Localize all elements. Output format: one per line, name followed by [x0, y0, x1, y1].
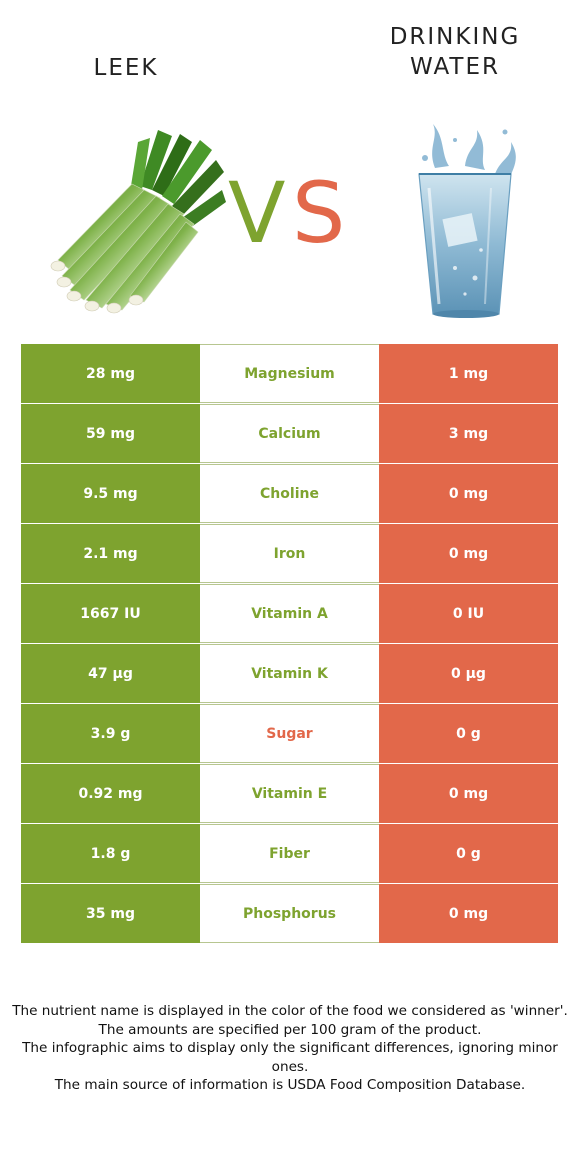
- right-food-value: 0 IU: [379, 584, 558, 643]
- left-food-value: 1667 IU: [21, 584, 200, 643]
- nutrient-name: Sugar: [200, 704, 379, 763]
- table-row: 1.8 g Fiber 0 g: [21, 824, 558, 883]
- left-food-value: 28 mg: [21, 344, 200, 403]
- leek-icon: [50, 130, 226, 314]
- right-food-value: 0 g: [379, 824, 558, 883]
- vs-letter-s: S: [292, 164, 346, 262]
- nutrient-name: Iron: [200, 524, 379, 583]
- right-food-value: 0 mg: [379, 884, 558, 943]
- left-food-value: 3.9 g: [21, 704, 200, 763]
- footnote: The nutrient name is displayed in the co…: [10, 1002, 570, 1095]
- table-row: 9.5 mg Choline 0 mg: [21, 464, 558, 523]
- nutrient-name: Fiber: [200, 824, 379, 883]
- glass-of-water-icon: [418, 124, 516, 318]
- right-food-value: 3 mg: [379, 404, 558, 463]
- left-food-value: 0.92 mg: [21, 764, 200, 823]
- right-food-title: DRINKING WATER: [360, 22, 550, 82]
- nutrient-name: Calcium: [200, 404, 379, 463]
- nutrient-name: Phosphorus: [200, 884, 379, 943]
- left-food-value: 47 µg: [21, 644, 200, 703]
- right-food-value: 0 g: [379, 704, 558, 763]
- footnote-line-aim: The infographic aims to display only the…: [22, 1040, 558, 1075]
- right-food-value: 1 mg: [379, 344, 558, 403]
- right-food-value: 0 mg: [379, 524, 558, 583]
- nutrient-name: Vitamin E: [200, 764, 379, 823]
- right-food-value: 0 µg: [379, 644, 558, 703]
- left-food-value: 2.1 mg: [21, 524, 200, 583]
- left-food-value: 35 mg: [21, 884, 200, 943]
- footnote-line-source: The main source of information is USDA F…: [54, 1077, 526, 1093]
- table-row: 59 mg Calcium 3 mg: [21, 404, 558, 463]
- table-row: 28 mg Magnesium 1 mg: [21, 344, 558, 403]
- left-food-value: 59 mg: [21, 404, 200, 463]
- right-food-value: 0 mg: [379, 764, 558, 823]
- right-food-value: 0 mg: [379, 464, 558, 523]
- vs-letter-v: V: [228, 164, 286, 262]
- left-food-value: 1.8 g: [21, 824, 200, 883]
- right-food-title-line1: DRINKING: [389, 24, 521, 50]
- footnote-line-amounts: The amounts are specified per 100 gram o…: [98, 1021, 482, 1038]
- nutrient-name: Magnesium: [200, 344, 379, 403]
- nutrient-name: Vitamin K: [200, 644, 379, 703]
- table-row: 2.1 mg Iron 0 mg: [21, 524, 558, 583]
- left-food-title: LEEK: [93, 55, 159, 81]
- table-row: 35 mg Phosphorus 0 mg: [21, 884, 558, 943]
- right-food-title-line2: WATER: [410, 54, 500, 80]
- nutrient-name: Choline: [200, 464, 379, 523]
- table-row: 3.9 g Sugar 0 g: [21, 704, 558, 763]
- nutrient-name: Vitamin A: [200, 584, 379, 643]
- left-food-value: 9.5 mg: [21, 464, 200, 523]
- footnote-line-winner: The nutrient name is displayed in the co…: [12, 1003, 568, 1019]
- nutrient-comparison-table: 28 mg Magnesium 1 mg 59 mg Calcium 3 mg 9.5 mg…: [21, 344, 558, 944]
